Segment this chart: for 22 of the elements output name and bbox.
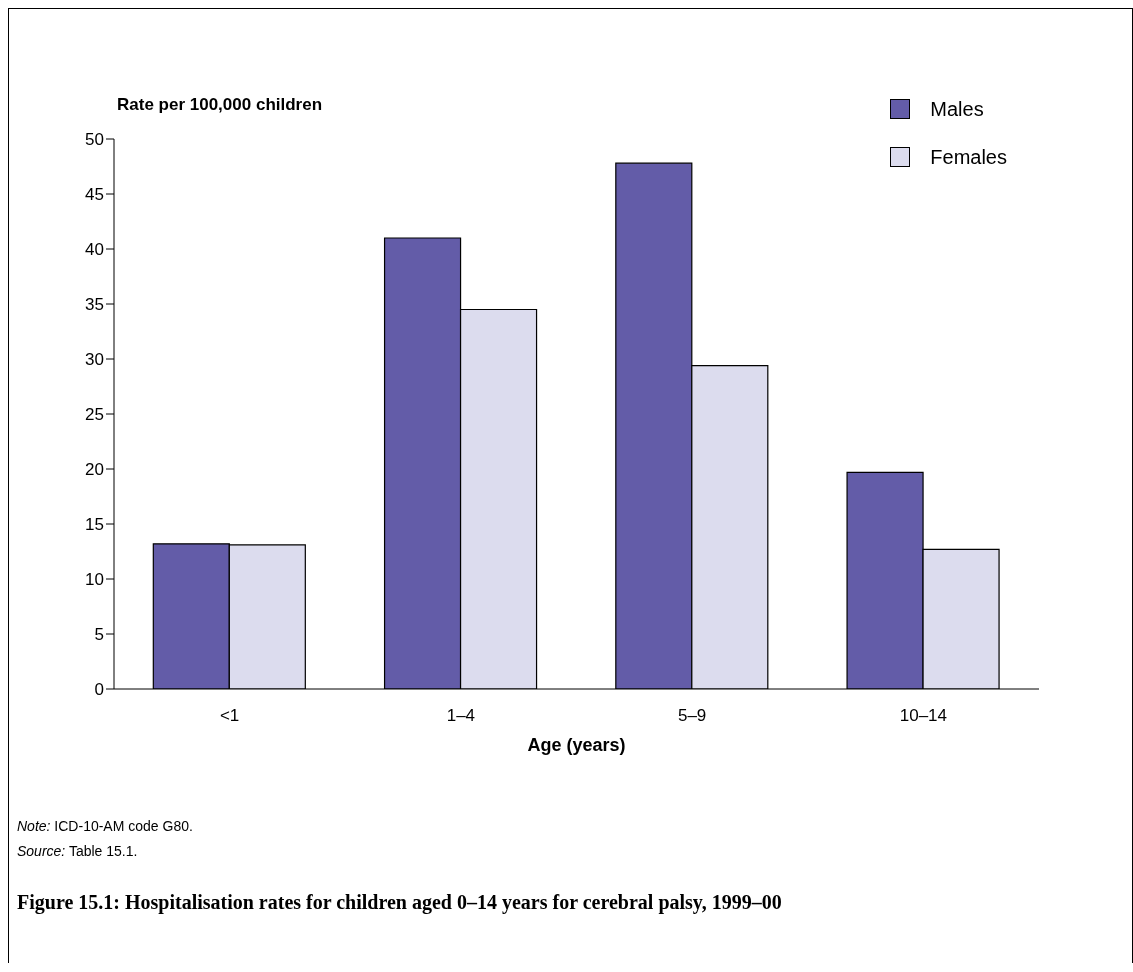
x-axis-title: Age (years) [527, 735, 626, 755]
y-tick-label: 45 [85, 185, 104, 205]
x-tick-label: <1 [219, 706, 240, 726]
text: Figure 15.1: Hospitalisation rates for children aged 0–14 years for cerebral palsy, 1999–00 [17, 890, 783, 915]
y-tick-label: 30 [85, 350, 104, 370]
y-tick-label: 25 [85, 405, 104, 425]
y-tick-label: 35 [85, 295, 104, 315]
text: Note: ICD-10-AM code G80. [17, 818, 193, 834]
x-tick-label: 5–9 [677, 706, 707, 726]
y-tick-label: 10 [85, 570, 104, 590]
y-tick-label: 0 [94, 680, 104, 700]
y-tick-label: 40 [85, 240, 104, 260]
source-note: Source: Table 15.1. [17, 843, 138, 859]
x-tick-label: 10–14 [899, 706, 948, 726]
legend-label: Females [930, 145, 1007, 169]
y-tick-label: 5 [94, 625, 104, 645]
y-tick-label: 20 [85, 460, 104, 480]
x-tick-label: 1–4 [446, 706, 476, 726]
y-tick-label: 15 [85, 515, 104, 535]
legend-label: Males [930, 97, 984, 121]
y-axis-title: Rate per 100,000 children [117, 95, 323, 115]
y-tick-label: 50 [85, 130, 104, 150]
